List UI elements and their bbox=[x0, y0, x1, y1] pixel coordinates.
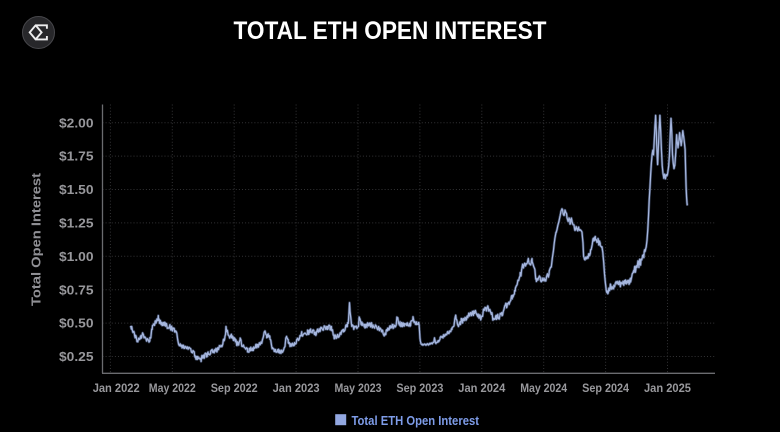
svg-text:Total Open Interest: Total Open Interest bbox=[29, 172, 44, 306]
svg-text:Total ETH Open Interest: Total ETH Open Interest bbox=[352, 413, 480, 428]
svg-text:Jan 2024: Jan 2024 bbox=[458, 383, 506, 395]
svg-text:$1.75: $1.75 bbox=[59, 149, 94, 164]
svg-text:May 2024: May 2024 bbox=[520, 383, 568, 395]
svg-text:Jan 2025: Jan 2025 bbox=[644, 383, 692, 395]
svg-text:$1.25: $1.25 bbox=[59, 216, 94, 231]
svg-text:$0.50: $0.50 bbox=[59, 316, 94, 331]
svg-text:Sep 2023: Sep 2023 bbox=[396, 383, 443, 395]
svg-text:TOTAL ETH OPEN INTEREST: TOTAL ETH OPEN INTEREST bbox=[234, 17, 547, 45]
svg-text:$0.25: $0.25 bbox=[59, 349, 94, 364]
svg-text:May 2022: May 2022 bbox=[149, 383, 196, 395]
svg-text:$0.75: $0.75 bbox=[59, 282, 94, 297]
svg-text:$1.00: $1.00 bbox=[59, 249, 94, 264]
svg-text:Jan 2022: Jan 2022 bbox=[93, 383, 140, 395]
svg-text:$1.50: $1.50 bbox=[59, 182, 94, 197]
svg-text:Sep 2022: Sep 2022 bbox=[211, 383, 258, 395]
svg-text:Sep 2024: Sep 2024 bbox=[582, 383, 630, 395]
svg-text:May 2023: May 2023 bbox=[335, 383, 382, 395]
svg-text:$2.00: $2.00 bbox=[59, 115, 94, 130]
svg-text:Jan 2023: Jan 2023 bbox=[273, 383, 320, 395]
